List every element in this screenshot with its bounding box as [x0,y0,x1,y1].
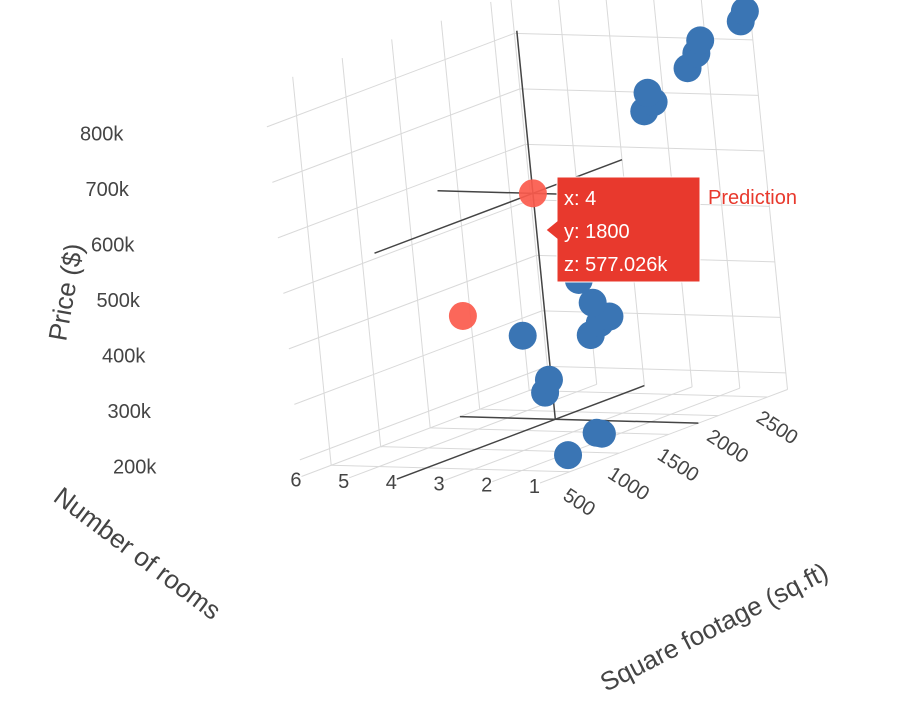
z-axis-title: Price ($) [42,241,89,343]
spike-line-y [374,192,534,254]
grid-line [283,199,532,294]
grid-line [479,408,719,417]
grid-line [539,389,788,484]
x-tick-label: 6 [290,470,301,492]
grid-line [430,427,669,435]
grid-line [547,365,786,374]
x-tick-label: 5 [338,471,349,493]
data-point [730,0,759,26]
z-tick-label: 300k [107,401,151,423]
z-tick-label: 800k [80,123,124,145]
prediction-point [448,301,477,330]
spike-line-floor [459,415,699,424]
data-point [508,321,537,350]
grid-line [266,32,515,128]
spike-line-floor [396,384,645,480]
y-tick-label: 500 [559,484,599,521]
data-point [633,78,662,107]
data-point [554,441,583,470]
axis-grid [266,0,788,484]
grid-line [492,387,740,483]
grid-line [331,464,570,473]
prediction-point [518,179,547,208]
z-tick-label: 700k [85,179,129,201]
data-point [578,288,607,317]
grid-line [288,254,537,350]
data-point [534,365,563,394]
tooltip-box [545,176,701,283]
grid-line [391,39,431,428]
tooltip-series-name: Prediction [708,187,797,209]
y-tick-label: 2000 [703,425,752,468]
grid-line [514,32,753,41]
x-tick-label: 4 [386,472,397,494]
x-axis-title: Number of rooms [48,481,226,626]
grid-line [529,389,768,398]
data-point [582,418,611,447]
z-tick-label: 500k [96,290,140,312]
z-tick-label: 200k [113,456,157,478]
x-tick-label: 2 [481,475,492,497]
y-tick-label: 1500 [653,444,702,487]
data-point [686,26,715,55]
y-tick-label: 1000 [604,463,653,506]
grid-line [272,88,521,183]
hover-tooltip: x: 4 y: 1800 z: 577.026k Prediction [545,176,797,283]
grid-line [440,20,481,410]
y-tick-label: 2500 [752,407,801,450]
grid-line [299,365,548,461]
grid-line [525,143,764,152]
spike-line-z [516,30,534,194]
spike-line-x [437,190,533,195]
y-axis-title: Square footage (sq.ft) [595,556,833,697]
grid-line [444,386,693,481]
grid-line [541,310,781,318]
z-tick-label: 400k [102,345,146,367]
grid-line [277,143,526,239]
tooltip-line-y: y: 1800 [564,221,630,243]
x-tick-label: 3 [433,473,444,495]
tooltip-line-z: z: 577.026k [564,254,668,276]
z-tick-label: 600k [91,234,135,256]
grid-line [292,76,332,466]
x-tick-label: 1 [529,476,540,498]
grid-line [294,310,543,405]
grid-line [748,0,788,390]
grid-line [341,58,382,447]
tooltip-line-x: x: 4 [564,188,596,210]
grid-line [301,382,550,477]
grid-line [700,0,741,389]
